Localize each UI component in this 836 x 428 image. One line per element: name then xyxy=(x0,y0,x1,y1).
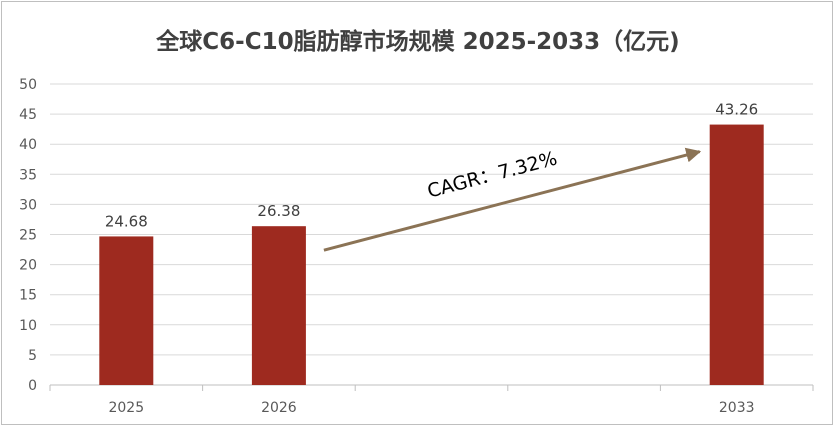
y-tick-label: 30 xyxy=(19,197,37,213)
y-tick-label: 15 xyxy=(19,288,37,304)
y-tick-label: 45 xyxy=(19,107,37,123)
x-tick-label: 2026 xyxy=(261,400,297,416)
y-tick-label: 5 xyxy=(28,348,37,364)
bar xyxy=(251,226,306,385)
y-tick-label: 35 xyxy=(19,167,37,183)
chart-title: 全球C6-C10脂肪醇市场规模 2025-2033（亿元) xyxy=(156,29,680,55)
data-label: 43.26 xyxy=(715,101,758,119)
data-label: 26.38 xyxy=(257,202,300,220)
x-tick-label: 2025 xyxy=(108,400,144,416)
bar xyxy=(709,124,764,385)
y-tick-label: 40 xyxy=(19,137,37,153)
y-tick-label: 0 xyxy=(28,378,37,394)
y-tick-label: 25 xyxy=(19,228,37,244)
y-tick-label: 20 xyxy=(19,258,37,274)
y-tick-label: 10 xyxy=(19,318,37,334)
data-label: 24.68 xyxy=(105,212,148,230)
cagr-arrow xyxy=(323,147,702,252)
bar xyxy=(99,236,154,385)
y-tick-label: 50 xyxy=(19,77,37,93)
x-tick-label: 2033 xyxy=(719,400,755,416)
